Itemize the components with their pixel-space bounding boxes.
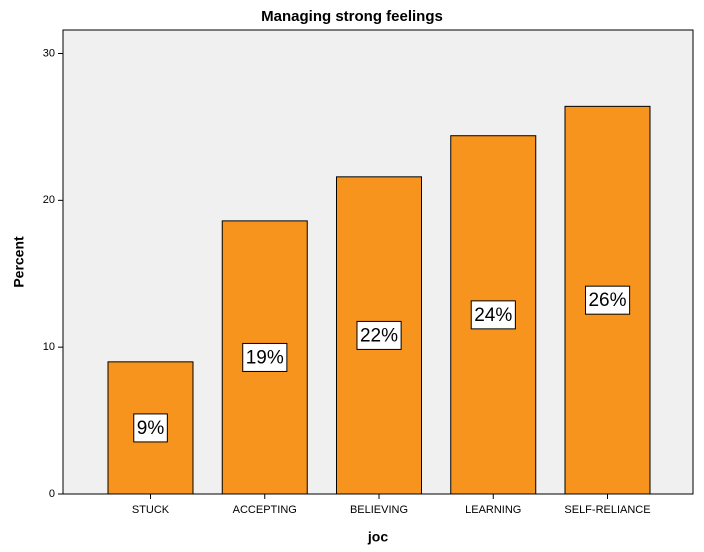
x-axis-label: joc bbox=[367, 529, 388, 545]
value-label-box bbox=[356, 320, 402, 350]
y-tick-label: 10 bbox=[43, 341, 55, 353]
value-label: 9% bbox=[137, 418, 165, 439]
value-label-box bbox=[584, 285, 631, 315]
y-tick-label: 30 bbox=[43, 47, 55, 59]
value-label: 22% bbox=[360, 325, 398, 346]
x-tick-label: ACCEPTING bbox=[233, 504, 297, 516]
x-tick-label: BELIEVING bbox=[350, 504, 408, 516]
value-label: 24% bbox=[474, 305, 512, 326]
value-label-box bbox=[242, 342, 288, 372]
y-tick-label: 20 bbox=[43, 194, 55, 206]
value-label-box bbox=[133, 413, 168, 443]
y-axis-label: Percent bbox=[11, 236, 27, 288]
x-tick-label: LEARNING bbox=[465, 504, 521, 516]
value-label: 19% bbox=[246, 347, 284, 368]
x-tick-label: STUCK bbox=[132, 504, 170, 516]
value-label: 26% bbox=[588, 290, 626, 311]
x-tick-label: SELF-RELIANCE bbox=[564, 504, 650, 516]
value-label-box bbox=[470, 300, 516, 330]
chart-title: Managing strong feelings bbox=[261, 8, 443, 25]
y-tick-label: 0 bbox=[49, 488, 55, 500]
